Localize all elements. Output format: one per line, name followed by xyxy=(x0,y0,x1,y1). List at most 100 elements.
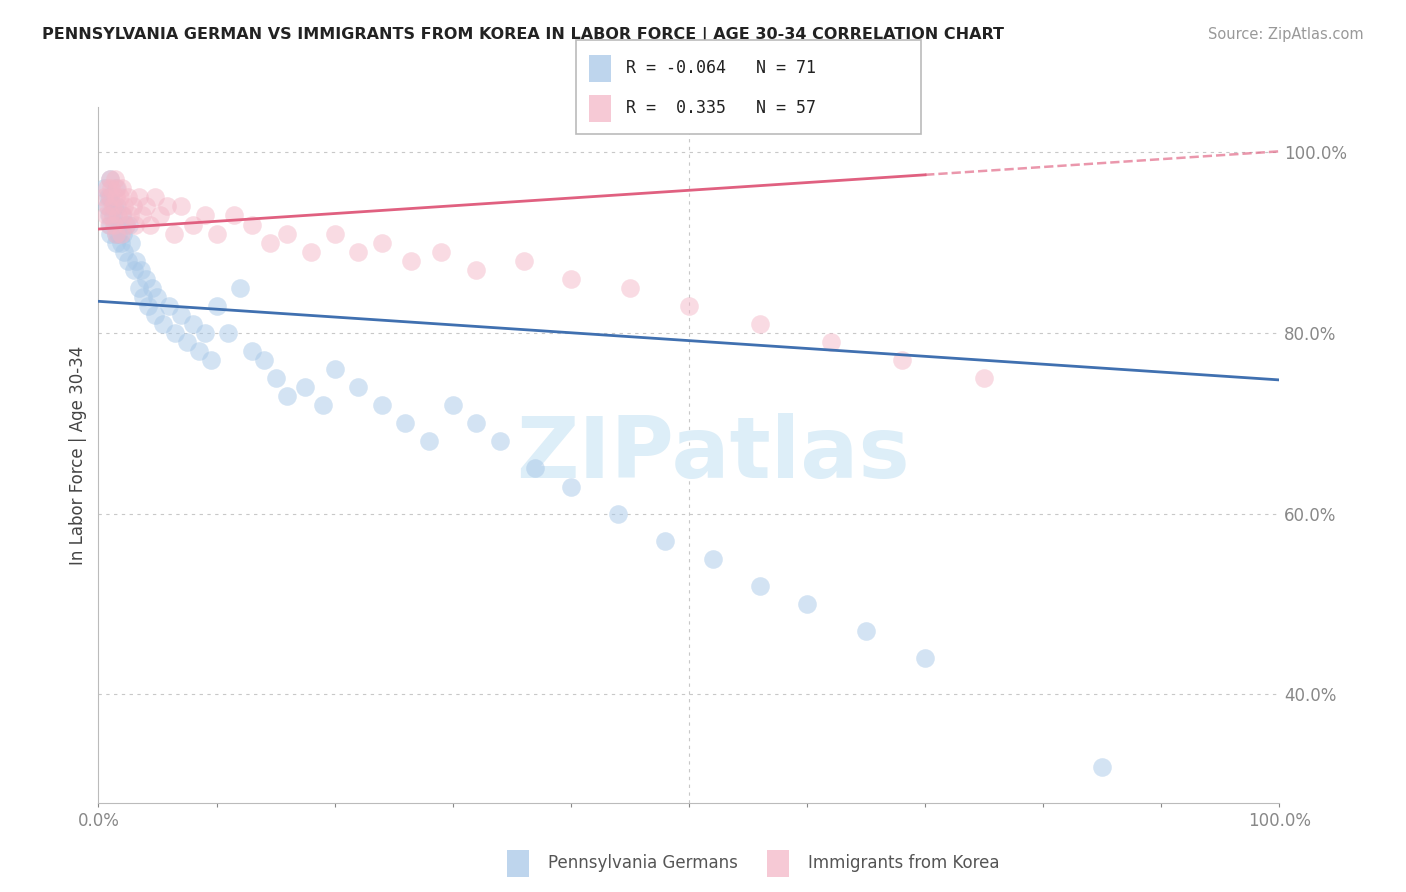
Point xyxy=(124,218,146,232)
Point xyxy=(103,199,125,213)
Point xyxy=(111,209,134,223)
Point xyxy=(371,398,394,412)
Point xyxy=(299,244,322,259)
Point xyxy=(323,227,346,241)
Point xyxy=(217,326,239,340)
Point xyxy=(560,271,582,285)
Point xyxy=(96,199,118,213)
Point xyxy=(136,299,159,313)
Point xyxy=(112,209,135,223)
Point xyxy=(418,434,440,449)
Point xyxy=(93,181,115,195)
Point xyxy=(187,344,209,359)
Point xyxy=(143,308,166,322)
Point xyxy=(224,209,246,223)
Point xyxy=(347,244,370,259)
Point xyxy=(489,434,512,449)
Point xyxy=(112,199,135,213)
Text: Pennsylvania Germans: Pennsylvania Germans xyxy=(548,855,738,872)
Point xyxy=(524,461,547,475)
Point xyxy=(820,334,842,349)
Point xyxy=(110,235,132,250)
Point xyxy=(107,209,129,223)
Point xyxy=(98,209,121,223)
Point xyxy=(796,597,818,611)
Point xyxy=(152,317,174,331)
Point xyxy=(200,353,222,368)
Point xyxy=(110,227,132,241)
Point xyxy=(112,244,135,259)
Point xyxy=(114,218,136,232)
Point xyxy=(97,199,120,213)
Point xyxy=(108,218,131,232)
Point xyxy=(121,235,143,250)
Point xyxy=(194,326,217,340)
Text: ZIPatlas: ZIPatlas xyxy=(516,413,910,497)
Point xyxy=(108,190,131,204)
Point xyxy=(125,253,148,268)
Point xyxy=(107,227,129,241)
Point xyxy=(441,398,464,412)
Point xyxy=(117,253,139,268)
Point xyxy=(276,389,298,403)
Point xyxy=(371,235,394,250)
Point xyxy=(98,218,121,232)
Point xyxy=(229,281,252,295)
Point xyxy=(163,227,186,241)
Point xyxy=(170,308,193,322)
Point xyxy=(702,551,724,566)
Point xyxy=(264,371,287,385)
Point xyxy=(347,380,370,394)
Point xyxy=(560,479,582,493)
Point xyxy=(105,227,128,241)
Point xyxy=(104,172,127,186)
Point xyxy=(146,290,169,304)
Point xyxy=(205,299,228,313)
Text: R =  0.335   N = 57: R = 0.335 N = 57 xyxy=(626,99,815,117)
Point xyxy=(512,253,534,268)
Point xyxy=(105,181,128,195)
Point xyxy=(156,199,179,213)
Point xyxy=(105,199,128,213)
Point xyxy=(323,362,346,376)
Point xyxy=(100,181,122,195)
Point xyxy=(890,353,912,368)
Point xyxy=(253,353,276,368)
Point xyxy=(101,209,124,223)
Point xyxy=(1091,759,1114,773)
Point xyxy=(143,190,166,204)
Point xyxy=(654,533,676,548)
Point xyxy=(105,190,128,204)
Point xyxy=(117,190,139,204)
Point xyxy=(465,262,488,277)
Point xyxy=(914,651,936,665)
Point xyxy=(98,209,121,223)
Point xyxy=(170,199,193,213)
Point xyxy=(112,227,135,241)
Point xyxy=(105,181,128,195)
Point xyxy=(132,290,155,304)
Text: PENNSYLVANIA GERMAN VS IMMIGRANTS FROM KOREA IN LABOR FORCE | AGE 30-34 CORRELAT: PENNSYLVANIA GERMAN VS IMMIGRANTS FROM K… xyxy=(42,27,1004,43)
Text: R = -0.064   N = 71: R = -0.064 N = 71 xyxy=(626,60,815,78)
Point xyxy=(98,190,121,204)
Point xyxy=(135,199,157,213)
Point xyxy=(312,398,335,412)
Point xyxy=(240,218,263,232)
Point xyxy=(259,235,281,250)
Point xyxy=(619,281,641,295)
Point xyxy=(276,227,298,241)
Point xyxy=(111,181,134,195)
Point xyxy=(118,218,141,232)
Point xyxy=(128,281,150,295)
Point xyxy=(157,299,180,313)
Point xyxy=(430,244,453,259)
Point xyxy=(141,281,163,295)
Point xyxy=(122,262,145,277)
Point xyxy=(607,507,630,521)
Point xyxy=(176,334,198,349)
Point xyxy=(465,417,488,431)
Point xyxy=(103,218,125,232)
Point xyxy=(149,209,172,223)
Point xyxy=(394,417,416,431)
Point xyxy=(205,227,228,241)
